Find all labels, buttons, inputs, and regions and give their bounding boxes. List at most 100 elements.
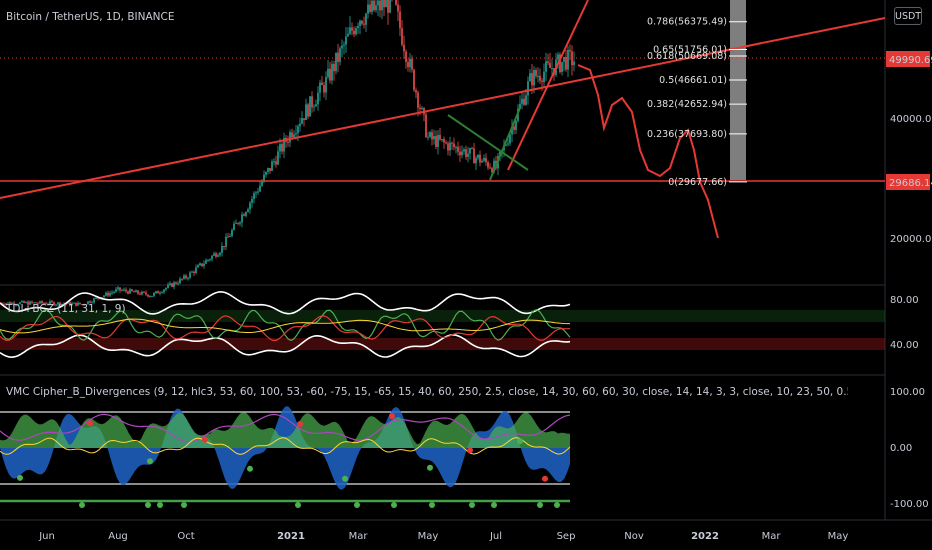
candle-body [43, 303, 45, 305]
tdi-tick-40: 40.00 [890, 340, 919, 351]
candle-body [119, 287, 121, 291]
candle-body [301, 118, 303, 124]
candle-body [373, 0, 375, 11]
candle-body [569, 49, 571, 52]
candle-body [205, 260, 207, 264]
candle-body [111, 292, 113, 294]
candle-body [573, 61, 575, 66]
candle-body [29, 301, 31, 305]
candle-body [291, 132, 293, 138]
candle-body [109, 293, 111, 296]
time-tick-9: 2022 [691, 531, 719, 542]
vmc-signal-dot [202, 436, 208, 443]
candle-body [145, 292, 147, 295]
candle-body [483, 157, 485, 161]
candle-body [531, 73, 533, 86]
tdi-indicator [0, 291, 571, 359]
candle-body [199, 263, 201, 266]
vmc-buy-dot [295, 502, 301, 508]
candle-body [557, 54, 559, 60]
vmc-buy-dot [145, 502, 151, 508]
candle-body [295, 133, 297, 135]
candle-body [289, 132, 291, 143]
time-axis[interactable]: Jun Aug Oct 2021 Mar May Jul Sep Nov 2022 Mar May [38, 531, 848, 542]
price-tick-20000: 20000.00 [890, 234, 932, 245]
vmc-signal-dot [427, 464, 433, 471]
candle-body [375, 5, 377, 11]
candle-body [419, 107, 421, 110]
candle-body [421, 107, 423, 110]
candle-body [333, 63, 335, 72]
symbol-title[interactable]: Bitcoin / TetherUS, 1D, BINANCE [6, 11, 175, 23]
candle-body [13, 302, 15, 305]
candle-body [455, 146, 457, 148]
candle-body [337, 52, 339, 62]
candle-body [201, 263, 203, 267]
candle-body [315, 104, 317, 107]
fib-level-label-5: 0.236(37693.80) [647, 129, 727, 140]
candle-body [151, 295, 153, 297]
vmc-title[interactable]: VMC Cipher_B_Divergences (9, 12, hlc3, 5… [6, 386, 848, 398]
candle-body [475, 157, 477, 164]
candle-body [435, 136, 437, 147]
candle-body [45, 303, 47, 305]
candle-body [215, 253, 217, 257]
vmc-buy-dot [429, 502, 435, 508]
candle-body [33, 302, 35, 304]
candle-body [155, 291, 157, 294]
candle-body [367, 4, 369, 14]
candle-body [451, 142, 453, 144]
candle-body [83, 304, 85, 306]
candle-body [161, 292, 163, 294]
support-price-label: 29686.14 [889, 178, 932, 189]
candle-body [355, 28, 357, 35]
candle-body [95, 297, 97, 299]
candle-body [365, 13, 367, 25]
candle-body [363, 23, 365, 25]
candle-body [485, 157, 487, 163]
candle-body [269, 168, 271, 171]
vmc-signal-dot [542, 475, 548, 482]
vmc-signal-dot [467, 447, 473, 454]
channel-line-upper[interactable] [507, 0, 589, 171]
candle-body [399, 11, 401, 29]
candle-body [235, 222, 237, 224]
candle-body [359, 20, 361, 26]
candle-body [107, 292, 109, 296]
wedge-line-a[interactable] [447, 114, 529, 171]
long-trendline[interactable] [0, 17, 886, 199]
candle-body [147, 294, 149, 297]
candle-body [153, 293, 155, 296]
tdi-title[interactable]: TDI+BCZ (11, 31, 1, 9) [6, 303, 126, 315]
candle-body [383, 0, 385, 8]
candle-body [137, 290, 139, 294]
vmc-buy-dot [79, 502, 85, 508]
candle-body [11, 302, 13, 305]
candle-body [117, 287, 119, 290]
candle-body [551, 68, 553, 70]
tdi-overbought-band [0, 310, 885, 322]
candle-body [233, 223, 235, 230]
time-tick-3: 2021 [277, 531, 305, 542]
projection-path[interactable] [577, 64, 719, 239]
candle-body [91, 302, 93, 304]
fib-column [730, 0, 746, 180]
candle-body [167, 284, 169, 288]
candle-body [279, 144, 281, 152]
candle-body [39, 301, 41, 304]
candle-body [545, 61, 547, 72]
candle-body [203, 263, 205, 267]
candle-body [225, 236, 227, 247]
candle-body [453, 143, 455, 148]
candle-body [307, 104, 309, 117]
candle-body [527, 81, 529, 96]
candle-body [305, 104, 307, 120]
candle-body [89, 301, 91, 303]
wedge-line-b[interactable] [489, 107, 521, 181]
candle-body [245, 212, 247, 216]
currency-button[interactable]: USDT [894, 7, 922, 25]
candle-body [169, 283, 171, 285]
candle-body [309, 96, 311, 117]
candle-body [347, 33, 349, 37]
